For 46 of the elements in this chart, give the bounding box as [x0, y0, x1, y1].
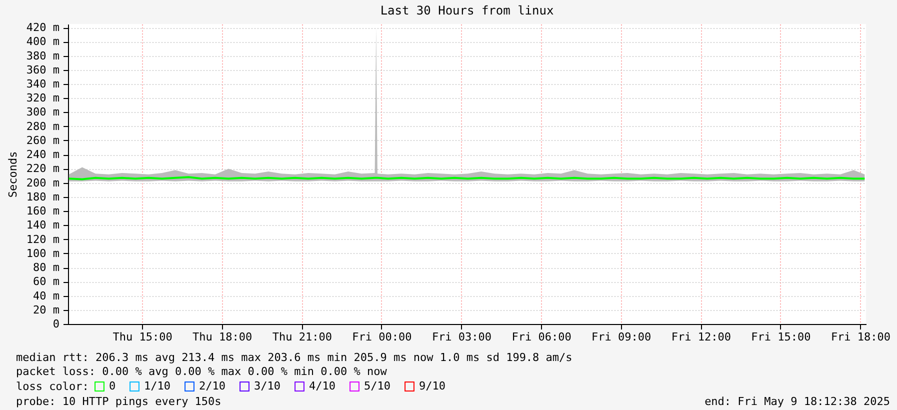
text: packet loss: 0.00 % avg 0.00 % max 0.00 % min 0.00 % now [16, 365, 388, 378]
legend-label: 4/10 [309, 380, 336, 393]
y-tick-label: 60 m [33, 275, 60, 288]
y-tick-label: 40 m [33, 289, 60, 302]
y-tick-label: 280 m [26, 120, 60, 133]
y-tick-label: 420 m [26, 21, 60, 34]
legend-label: 2/10 [199, 380, 226, 393]
text: probe: 10 HTTP pings every 150s [16, 395, 222, 408]
legend-label: 3/10 [254, 380, 280, 393]
x-tick-label: Fri 09:00 [592, 330, 652, 344]
y-tick-label: 300 m [26, 106, 60, 119]
text: median rtt: 206.3 ms avg 213.4 ms max 203.6 ms min 205.9 ms now 1.0 ms sd 199.8 am/s [16, 351, 572, 364]
y-tick-label: 240 m [26, 148, 60, 162]
y-axis-title: Seconds [6, 151, 20, 198]
y-tick-label: 400 m [26, 35, 60, 48]
x-tick-label: Fri 12:00 [671, 330, 731, 344]
y-tick-label: 200 m [26, 176, 60, 190]
x-tick-label: Thu 21:00 [272, 330, 332, 344]
y-tick-label: 180 m [26, 190, 60, 204]
x-tick-label: Thu 15:00 [112, 330, 172, 344]
y-tick-label: 80 m [33, 261, 60, 274]
y-tick-label: 140 m [26, 218, 60, 232]
y-tick-label: 20 m [33, 303, 60, 316]
chart-title: Last 30 Hours from linux [380, 4, 554, 18]
legend-label: 9/10 [419, 380, 446, 393]
y-tick-label: 380 m [26, 49, 60, 62]
legend-label: 0 [109, 380, 116, 393]
legend-label: 1/10 [144, 380, 170, 393]
x-tick-label: Fri 00:00 [352, 330, 412, 344]
x-tick-label: Fri 15:00 [751, 330, 811, 344]
y-tick-label: 360 m [26, 63, 60, 76]
x-tick-label: Thu 18:00 [192, 330, 252, 344]
y-tick-label: 260 m [26, 134, 60, 147]
y-tick-label: 0 [52, 318, 60, 330]
legend-title: loss color: [16, 380, 89, 393]
legend-label: 5/10 [364, 380, 390, 393]
y-tick-label: 220 m [26, 162, 60, 176]
y-tick-label: 160 m [26, 204, 60, 218]
x-tick-label: Fri 06:00 [512, 330, 572, 344]
y-tick-label: 120 m [26, 232, 60, 246]
x-tick-label: Fri 03:00 [432, 330, 492, 344]
y-tick-label: 340 m [26, 78, 60, 90]
y-tick-label: 320 m [26, 92, 60, 105]
x-tick-label: Fri 18:00 [830, 330, 891, 344]
y-tick-label: 100 m [26, 246, 60, 260]
text: end: Fri May 9 18:12:38 2025 [704, 395, 890, 408]
